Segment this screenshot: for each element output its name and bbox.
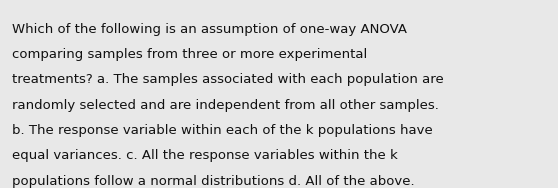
Text: b. The response variable within each of the k populations have: b. The response variable within each of …	[12, 124, 433, 137]
Text: populations follow a normal distributions d. All of the above.: populations follow a normal distribution…	[12, 175, 415, 188]
Text: comparing samples from three or more experimental: comparing samples from three or more exp…	[12, 48, 368, 61]
Text: treatments? a. The samples associated with each population are: treatments? a. The samples associated wi…	[12, 73, 444, 86]
Text: randomly selected and are independent from all other samples.: randomly selected and are independent fr…	[12, 99, 439, 112]
Text: Which of the following is an assumption of one-way ANOVA: Which of the following is an assumption …	[12, 23, 407, 36]
Text: equal variances. c. All the response variables within the k: equal variances. c. All the response var…	[12, 149, 398, 162]
